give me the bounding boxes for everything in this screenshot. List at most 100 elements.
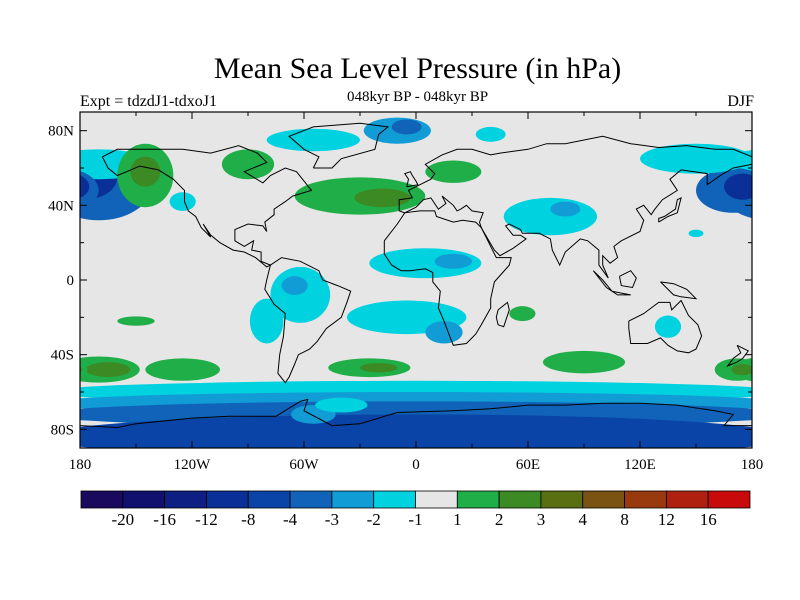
anomaly-so-band-dark <box>80 414 752 448</box>
colorbar-label: -1 <box>408 510 422 529</box>
lat-label: 0 <box>67 273 75 289</box>
experiment-label: Expt = tdzdJ1-tdxoJ1 <box>80 93 218 110</box>
colorbar-swatch <box>665 490 709 509</box>
anomaly-tasman-green-wrap <box>80 361 88 378</box>
coastline-greenland <box>288 122 390 169</box>
anomaly-amazon-light <box>281 276 308 295</box>
chart-subtitle: 048kyr BP - 048kyr BP <box>346 89 489 105</box>
coastline-africa <box>383 210 512 346</box>
lat-label: 80S <box>51 422 74 438</box>
anomaly-asia-light <box>550 201 581 217</box>
coastline-borneo <box>619 270 637 289</box>
lon-label: 60E <box>516 457 540 473</box>
anomaly-io-green <box>542 350 626 374</box>
lat-label: 80N <box>48 124 74 140</box>
colorbar-swatch <box>707 490 751 509</box>
anomaly-kamchatka-deep-wrap <box>80 175 90 198</box>
colorbar-label: 3 <box>537 510 546 529</box>
colorbar-label: -12 <box>195 510 218 529</box>
colorbar-swatch <box>373 490 416 509</box>
coastline-new-guinea <box>660 281 698 300</box>
anomaly-europe-green <box>425 160 482 183</box>
anomaly-baffin-cyan <box>266 128 361 152</box>
anomaly-sahel-light <box>434 253 473 269</box>
anomaly-andes-cyan <box>249 298 284 344</box>
coastline-south-america <box>264 257 352 384</box>
anomaly-aus-cyan <box>654 315 682 338</box>
colorbar-swatch <box>80 490 124 509</box>
colorbar-swatch <box>206 490 249 509</box>
anomaly-so-band-dark-wrap <box>80 427 118 447</box>
anomaly-so-band-light-wrap <box>714 398 752 409</box>
anomaly-calif-cyan <box>169 192 196 211</box>
anomaly-tasman-greendark-wrap <box>80 366 82 373</box>
lon-label: 60W <box>289 457 319 473</box>
colorbar-label: 12 <box>658 510 675 529</box>
colorbar-label: -16 <box>153 510 176 529</box>
coastline-uk <box>404 171 419 188</box>
colorbar <box>80 490 751 509</box>
coastline-australia <box>628 299 703 354</box>
anomaly-sp-small-green <box>117 316 155 326</box>
lon-label: 120E <box>624 457 656 473</box>
coastline-madagascar <box>495 301 510 328</box>
anomaly-hudson-green <box>221 149 275 180</box>
colorbar-labels: -20 -16 -12 -8 -4 -3 -2 -1 1 2 3 4 8 12 16 <box>111 510 716 529</box>
chart-title: Mean Sea Level Pressure (in hPa) <box>213 52 622 85</box>
colorbar-label: 2 <box>495 510 504 529</box>
lat-label: 40S <box>51 348 74 364</box>
lon-label: 0 <box>412 457 420 473</box>
anomaly-sa-greendark <box>360 363 398 373</box>
colorbar-label: -4 <box>283 510 298 529</box>
colorbar-swatch <box>247 490 291 509</box>
colorbar-swatch <box>624 490 667 509</box>
coastline-new-zealand <box>726 344 750 368</box>
anomaly-tasman-greendark <box>731 364 752 376</box>
anomaly-so-band-mid-wrap <box>80 408 118 421</box>
coastline-indonesia <box>592 270 631 296</box>
season-label: DJF <box>727 93 754 110</box>
colorbar-label: 8 <box>620 510 629 529</box>
anomaly-kamchatka-deep <box>724 173 752 200</box>
anomaly-barents-cyan <box>475 126 506 142</box>
colorbar-label: 4 <box>579 510 588 529</box>
pressure-anomaly-fill <box>80 117 752 448</box>
anomaly-mada-green <box>509 306 536 322</box>
colorbar-swatch <box>331 490 375 509</box>
anomaly-so-band-cyan-wrap <box>714 387 752 397</box>
colorbar-label: -8 <box>241 510 255 529</box>
axis-ticks <box>79 112 753 448</box>
anomaly-sp-green-e <box>145 358 220 381</box>
colorbar-swatch <box>498 490 542 509</box>
anomaly-safr-light <box>425 321 463 344</box>
colorbar-swatch <box>164 490 207 509</box>
coastline-japan <box>658 196 682 223</box>
anomaly-alaska-greendark <box>130 156 161 187</box>
colorbar-swatch <box>540 490 584 509</box>
lon-label: 180 <box>741 457 764 473</box>
colorbar-label: 1 <box>453 510 462 529</box>
anomaly-so-band-cyan-wrap <box>80 387 118 397</box>
coastlines <box>80 122 752 429</box>
coastline-eurasia <box>398 135 752 279</box>
colorbar-label: -2 <box>367 510 381 529</box>
coastline-north-america <box>101 145 313 268</box>
colorbar-label: 16 <box>700 510 717 529</box>
colorbar-swatch <box>289 490 333 509</box>
colorbar-swatch <box>456 490 500 509</box>
longitude-axis: 180 120W 60W 0 60E 120E 180 <box>69 457 764 473</box>
anomaly-so-band-light-wrap <box>80 398 118 409</box>
lon-label: 180 <box>69 457 92 473</box>
colorbar-label: -20 <box>111 510 134 529</box>
anomaly-weddell-cyan <box>315 397 368 413</box>
colorbar-swatch <box>582 490 625 509</box>
anomaly-asia-cyan <box>503 197 598 236</box>
coastline-antarctica <box>80 398 752 429</box>
lon-label: 120W <box>174 457 212 473</box>
map-plot-area <box>80 112 752 448</box>
anomaly-wpac-cyan <box>688 229 704 238</box>
lat-label: 40N <box>48 198 74 214</box>
anomaly-sp-greendark-w <box>85 362 131 378</box>
colorbar-swatch <box>122 490 166 509</box>
